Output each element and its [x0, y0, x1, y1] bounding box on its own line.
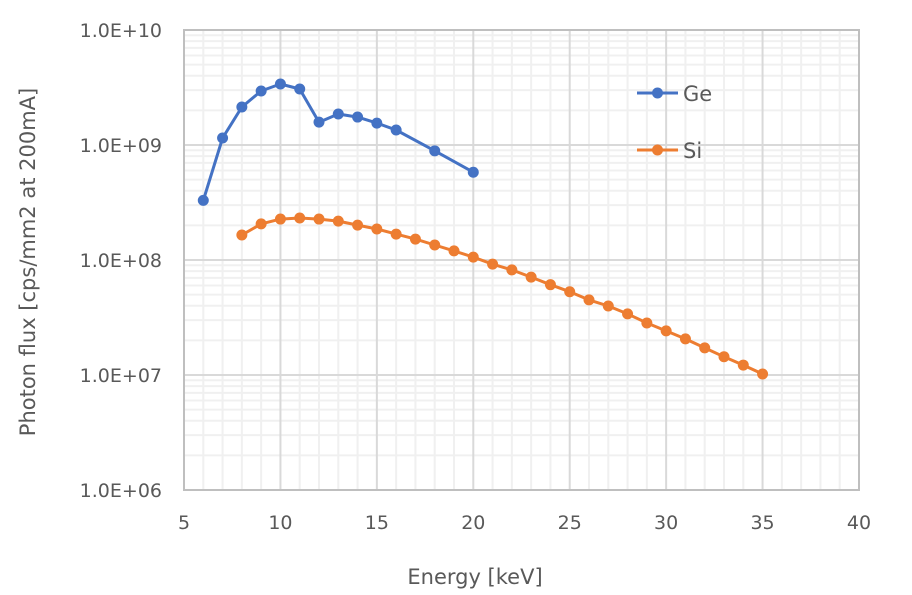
series-ge	[197, 78, 479, 206]
series-si	[236, 212, 769, 380]
y-tick-label: 1.0E+09	[80, 135, 162, 157]
data-point-si	[718, 351, 730, 363]
data-point-si	[390, 228, 402, 240]
x-tick-label: 15	[365, 512, 389, 534]
data-point-si	[313, 213, 325, 225]
data-point-si	[544, 279, 556, 291]
major-gridlines	[184, 30, 859, 490]
y-tick-label: 1.0E+07	[80, 365, 162, 387]
legend-label-ge: Ge	[683, 82, 712, 106]
x-tick-label: 10	[268, 512, 292, 534]
data-point-si	[429, 239, 441, 251]
x-tick-label: 40	[847, 512, 871, 534]
data-point-ge	[467, 166, 479, 178]
data-point-si	[757, 368, 769, 380]
x-tick-label: 25	[558, 512, 582, 534]
data-point-si	[622, 308, 634, 320]
data-point-si	[641, 317, 653, 329]
data-point-si	[679, 333, 691, 345]
x-axis-title: Energy [keV]	[407, 565, 542, 589]
data-point-si	[332, 215, 344, 227]
y-axis-title: Photon flux [cps/mm2 at 200mA]	[16, 88, 40, 436]
data-point-si	[236, 229, 248, 241]
data-point-si	[525, 271, 537, 283]
data-point-si	[699, 342, 711, 354]
x-tick-label: 30	[654, 512, 678, 534]
y-tick-label: 1.0E+10	[80, 20, 162, 42]
x-tick-label: 35	[750, 512, 774, 534]
data-point-si	[448, 245, 460, 257]
data-point-si	[506, 264, 518, 276]
series-layer	[197, 78, 769, 380]
data-point-ge	[197, 194, 209, 206]
data-point-si	[564, 286, 576, 298]
data-point-si	[352, 219, 364, 231]
data-point-ge	[313, 116, 325, 128]
data-point-ge	[371, 117, 383, 129]
x-tick-label: 20	[461, 512, 485, 534]
legend-item-ge: Ge	[637, 82, 712, 106]
series-line-si	[241, 216, 764, 376]
data-point-ge	[236, 101, 248, 113]
data-point-si	[583, 294, 595, 306]
data-point-si	[255, 218, 267, 230]
data-point-ge	[294, 83, 306, 95]
data-point-si	[467, 251, 479, 263]
legend-item-si: Si	[637, 139, 702, 163]
y-axis-ticks: 1.0E+06 1.0E+07 1.0E+08 1.0E+09 1.0E+10	[80, 20, 162, 502]
data-point-si	[371, 223, 383, 235]
x-axis-ticks: 5 10 15 20 25 30 35 40	[178, 512, 871, 534]
data-point-si	[487, 258, 499, 270]
legend-marker-si	[652, 144, 663, 156]
legend-label-si: Si	[683, 139, 702, 163]
plot-area-border	[183, 29, 860, 491]
data-point-ge	[274, 78, 286, 90]
data-point-si	[602, 300, 614, 312]
data-point-ge	[390, 124, 402, 136]
legend: Ge Si	[637, 82, 712, 163]
data-point-si	[660, 325, 672, 337]
y-tick-label: 1.0E+06	[80, 480, 162, 502]
data-point-si	[274, 213, 286, 225]
data-point-ge	[429, 145, 441, 157]
data-point-ge	[217, 132, 229, 144]
data-point-si	[409, 233, 421, 245]
data-point-ge	[332, 108, 344, 120]
data-point-si	[737, 359, 749, 371]
x-tick-label: 5	[178, 512, 190, 534]
data-point-si	[294, 212, 306, 224]
data-point-ge	[352, 111, 364, 123]
legend-marker-ge	[652, 87, 663, 99]
y-tick-label: 1.0E+08	[80, 250, 162, 272]
data-point-ge	[255, 85, 267, 97]
